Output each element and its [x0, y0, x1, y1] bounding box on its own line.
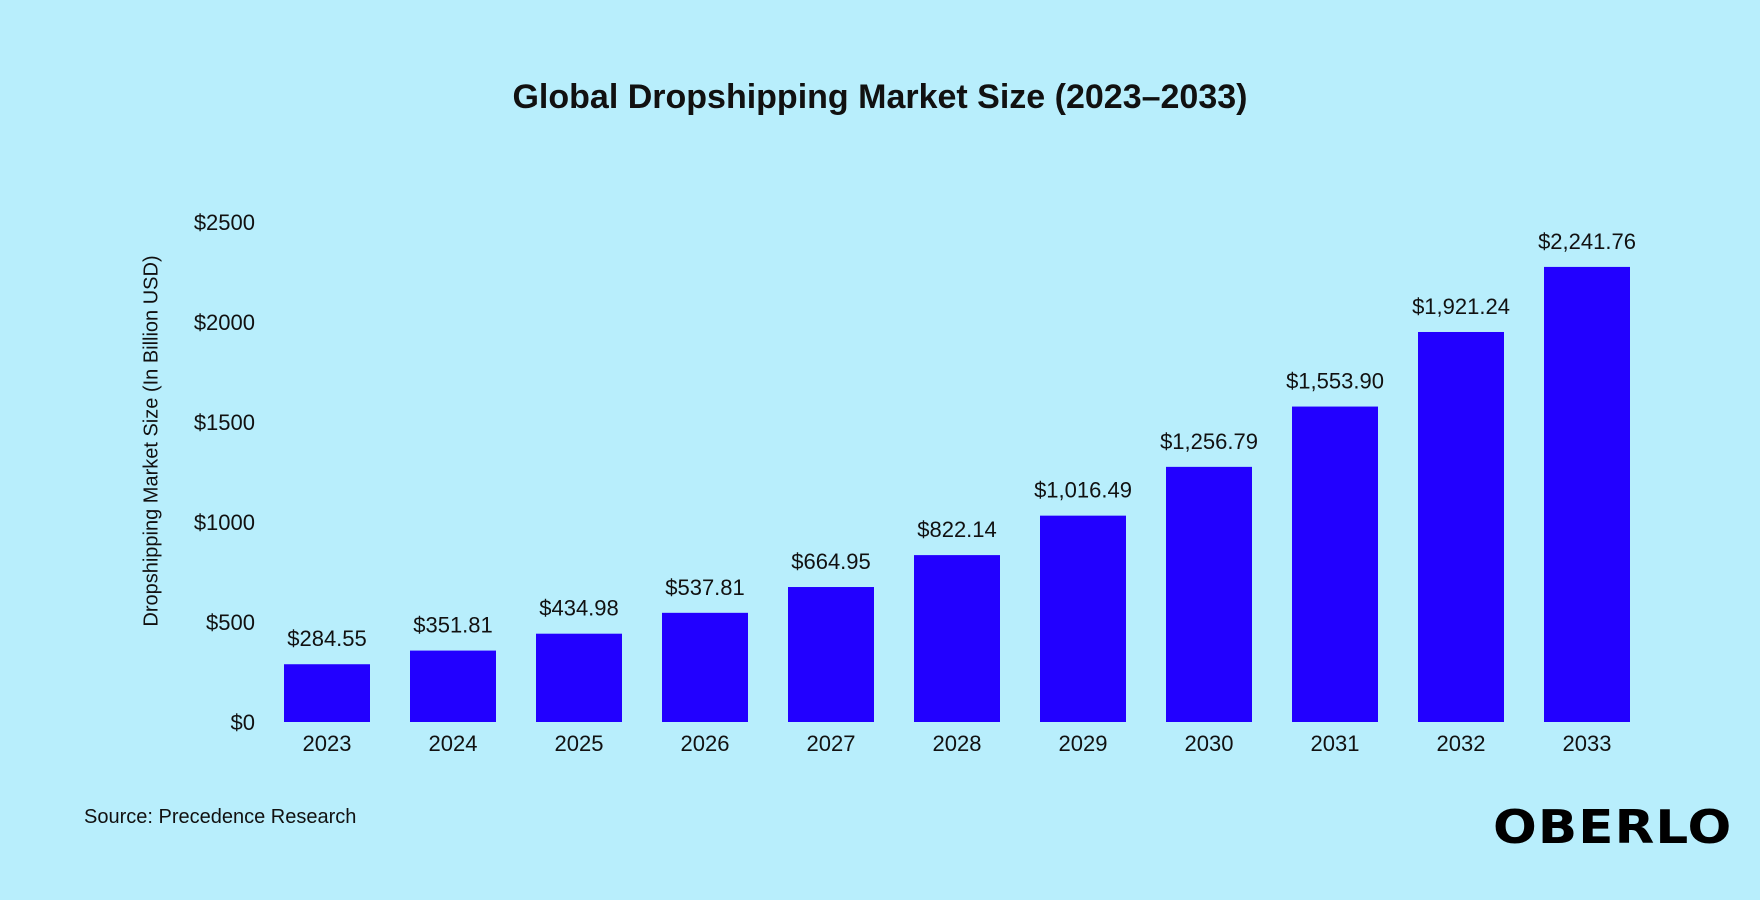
bar-2030 — [1166, 466, 1252, 722]
data-label: $434.98 — [539, 596, 619, 621]
bar-2024 — [410, 650, 496, 722]
y-tick-label: $1500 — [194, 410, 255, 435]
y-tick-label: $2500 — [194, 210, 255, 235]
x-tick-label: 2033 — [1563, 731, 1612, 756]
data-label: $664.95 — [791, 549, 871, 574]
x-tick-label: 2024 — [429, 731, 478, 756]
y-tick-label: $500 — [206, 610, 255, 635]
chart-title: Global Dropshipping Market Size (2023–20… — [512, 78, 1248, 116]
y-tick-label: $0 — [231, 710, 255, 735]
y-tick-label: $2000 — [194, 310, 255, 335]
source-note: Source: Precedence Research — [84, 806, 357, 828]
bar-2023 — [284, 664, 370, 722]
x-tick-label: 2025 — [555, 731, 604, 756]
bar-2025 — [536, 633, 622, 722]
data-label: $822.14 — [917, 517, 997, 542]
bar-2029 — [1040, 515, 1126, 722]
bar-2027 — [788, 587, 874, 722]
x-tick-label: 2032 — [1437, 731, 1486, 756]
bar-2028 — [914, 555, 1000, 722]
data-label: $1,256.79 — [1160, 429, 1258, 454]
data-label: $351.81 — [413, 613, 493, 638]
data-label: $2,241.76 — [1538, 229, 1636, 254]
x-tick-label: 2027 — [807, 731, 856, 756]
x-tick-label: 2029 — [1059, 731, 1108, 756]
y-tick-label: $1000 — [194, 510, 255, 535]
x-tick-label: 2026 — [681, 731, 730, 756]
data-label: $1,016.49 — [1034, 478, 1132, 503]
data-label: $537.81 — [665, 575, 745, 600]
data-label: $284.55 — [287, 626, 367, 651]
data-label: $1,553.90 — [1286, 369, 1384, 394]
bar-2031 — [1292, 406, 1378, 722]
bar-2033 — [1544, 266, 1630, 722]
bar-2032 — [1418, 331, 1504, 722]
x-tick-label: 2023 — [303, 731, 352, 756]
x-tick-label: 2030 — [1185, 731, 1234, 756]
x-tick-label: 2028 — [933, 731, 982, 756]
data-label: $1,921.24 — [1412, 294, 1510, 319]
bar-2026 — [662, 612, 748, 722]
x-tick-label: 2031 — [1311, 731, 1360, 756]
oberlo-logo: OBERLO — [1493, 800, 1733, 854]
